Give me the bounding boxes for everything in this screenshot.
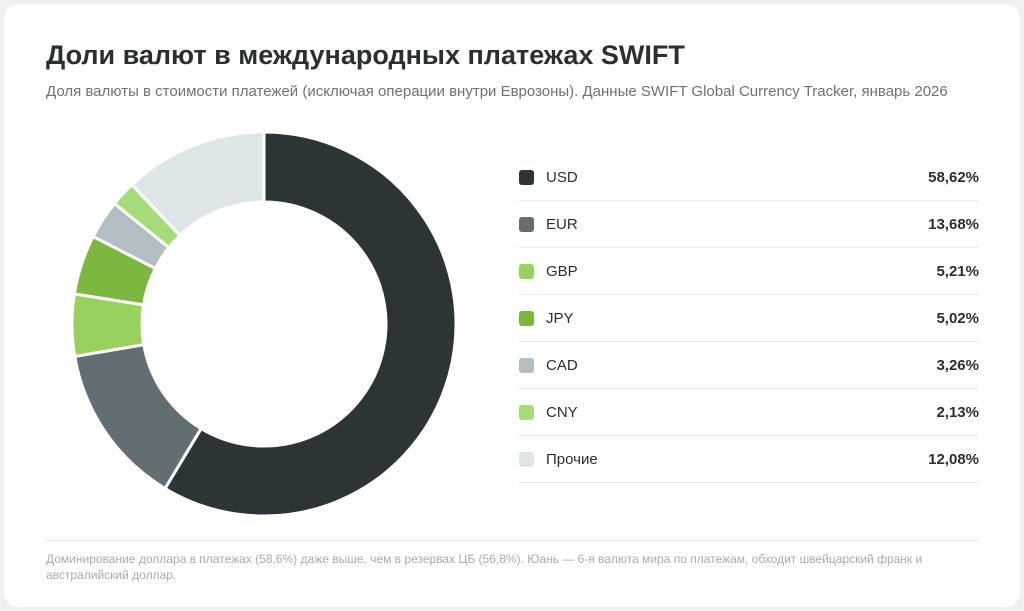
legend-label: EUR [546, 215, 578, 233]
legend-swatch [519, 310, 534, 326]
legend-value: 5,02% [936, 309, 979, 327]
legend-swatch [519, 404, 534, 420]
legend-item: Прочие 12,08% [519, 436, 979, 483]
legend-label: CAD [546, 356, 578, 374]
chart-title: Доли валют в международных платежах SWIF… [46, 40, 685, 70]
legend-item: GBP 5,21% [519, 248, 979, 295]
legend-label: CNY [546, 403, 578, 421]
donut-chart [70, 130, 458, 518]
legend-swatch [519, 169, 534, 185]
donut-slice-usd [163, 130, 458, 518]
chart-legend: USD 58,62% EUR 13,68% GBP 5,21% JPY 5,02% CAD 3,2… [519, 154, 979, 483]
legend-value: 3,26% [936, 356, 979, 374]
legend-value: 12,08% [928, 450, 979, 468]
chart-card: Доли валют в международных платежах SWIF… [4, 4, 1020, 607]
donut-slice-прочие [130, 130, 266, 237]
legend-label: Прочие [546, 450, 598, 468]
legend-swatch [519, 357, 534, 373]
legend-swatch [519, 451, 534, 467]
legend-label: GBP [546, 262, 578, 280]
footer-divider [46, 540, 978, 541]
legend-item: JPY 5,02% [519, 295, 979, 342]
legend-label: JPY [546, 309, 574, 327]
legend-value: 2,13% [936, 403, 979, 421]
legend-value: 13,68% [928, 215, 979, 233]
legend-item: CNY 2,13% [519, 389, 979, 436]
legend-swatch [519, 216, 534, 232]
chart-footnote: Доминирование доллара в платежах (58,6%)… [46, 552, 923, 582]
legend-item: EUR 13,68% [519, 201, 979, 248]
chart-subtitle: Доля валюты в стоимости платежей (исключ… [46, 83, 948, 100]
legend-item: CAD 3,26% [519, 342, 979, 389]
legend-value: 58,62% [928, 168, 979, 186]
legend-label: USD [546, 168, 578, 186]
legend-item: USD 58,62% [519, 154, 979, 201]
legend-value: 5,21% [936, 262, 979, 280]
legend-swatch [519, 263, 534, 279]
